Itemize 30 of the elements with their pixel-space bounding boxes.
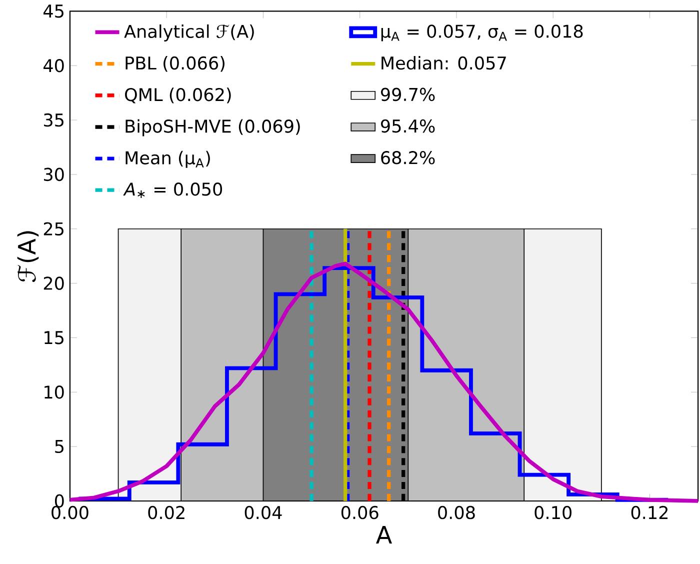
legend-label: A$_{∗}$ = 0.050 xyxy=(123,182,222,198)
y-tick-label: 25 xyxy=(44,222,64,236)
legend-label: Mean (μ$_{A}$) xyxy=(126,150,210,168)
x-tick-label: 0.06 xyxy=(341,506,378,520)
y-tick-label: 10 xyxy=(44,385,64,399)
y-tick-label: 35 xyxy=(44,113,64,127)
legend-label: QML (0.062) xyxy=(125,88,231,104)
y-axis-title: ℱ(A) xyxy=(17,231,39,282)
y-tick-label: 15 xyxy=(44,331,64,344)
x-tick-label: 0.08 xyxy=(438,506,475,520)
legend-label: 68.2% xyxy=(381,150,435,164)
legend-label: Analytical ℱ(A) xyxy=(124,24,254,42)
legend-label: PBL (0.066) xyxy=(126,56,224,72)
x-tick-label: 0.10 xyxy=(534,506,572,520)
x-tick-label: 0.02 xyxy=(148,506,184,520)
y-tick-label: 5 xyxy=(55,440,64,453)
y-tick-label: 0 xyxy=(54,494,64,508)
legend-label: Median: 0.057 xyxy=(382,56,506,70)
x-tick-label: 0.12 xyxy=(631,506,668,520)
y-tick-label: 40 xyxy=(44,58,64,72)
y-tick-label: 45 xyxy=(44,4,64,18)
legend-label: 95.4% xyxy=(380,119,435,133)
legend-label: 99.7% xyxy=(380,88,435,102)
legend-label: μ$_{A}$ = 0.057, σ$_{A}$ = 0.018 xyxy=(381,24,583,42)
y-tick-label: 30 xyxy=(44,168,64,182)
x-axis-title: A xyxy=(376,526,392,544)
x-tick-label: 0.04 xyxy=(244,506,282,520)
y-tick-label: 20 xyxy=(44,276,64,290)
x-tick-label: 0.00 xyxy=(52,506,88,520)
legend-label: BipoSH-MVE (0.069) xyxy=(126,119,300,136)
